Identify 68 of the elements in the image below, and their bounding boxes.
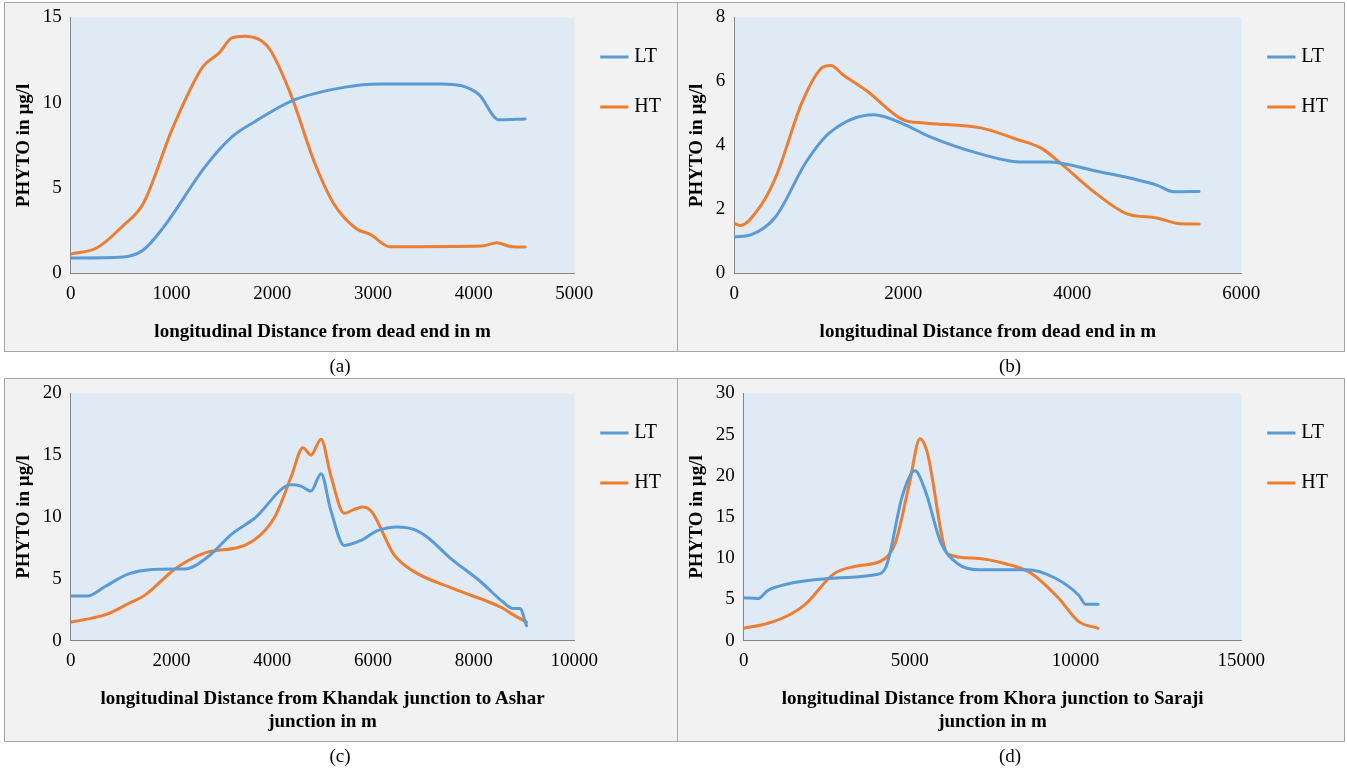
- legend-label: LT: [1301, 420, 1324, 443]
- line-series: [70, 34, 527, 256]
- y-tick-label: 5: [52, 176, 62, 198]
- x-tick-label: 5000: [555, 281, 594, 303]
- x-axis-title: longitudinal Distance from Khandak junction to Ashar junction in m: [100, 686, 546, 731]
- x-tick-label: 4000: [253, 648, 292, 670]
- x-tick-label: 4000: [1053, 281, 1092, 303]
- legend-label: LT: [1301, 44, 1324, 67]
- y-tick-label: 0: [715, 261, 726, 283]
- y-tick-label: 8: [715, 5, 726, 27]
- x-tick-label: 0: [739, 648, 749, 670]
- x-tick-label: 3000: [353, 281, 392, 303]
- y-tick-label: 10: [715, 546, 735, 568]
- legend-label: LT: [634, 44, 657, 67]
- legend-label: HT: [1301, 470, 1329, 493]
- y-tick-label: 5: [52, 566, 62, 588]
- y-tick-label: 15: [42, 5, 62, 27]
- y-tick-label: 2: [715, 197, 726, 219]
- x-tick-label: 10000: [550, 648, 599, 670]
- y-tick-label: 0: [52, 628, 62, 650]
- x-tick-label: 10000: [1051, 648, 1100, 670]
- y-tick-label: 4: [715, 133, 726, 155]
- y-tick-label: 30: [715, 381, 735, 403]
- x-tick-label: 15000: [1217, 648, 1266, 670]
- x-tick-label: 2000: [884, 281, 923, 303]
- legend-label: HT: [1301, 94, 1329, 117]
- y-tick-label: 6: [715, 69, 726, 91]
- y-tick-label: 0: [725, 628, 735, 650]
- y-tick-label: 5: [725, 587, 735, 609]
- x-tick-label: 5000: [890, 648, 929, 670]
- y-axis-title: PHYTO in µg/l: [12, 83, 34, 208]
- y-tick-label: 20: [42, 381, 62, 403]
- x-tick-label: 1000: [152, 281, 191, 303]
- y-tick-label: 15: [42, 443, 62, 465]
- text: (b): [997, 355, 1023, 377]
- x-tick-label: 2000: [152, 648, 191, 670]
- x-tick-label: 4000: [454, 281, 493, 303]
- x-tick-label: 8000: [454, 648, 493, 670]
- line-series: [743, 469, 1100, 606]
- line-series: [70, 82, 527, 260]
- text: (c): [328, 745, 352, 767]
- line-series: [734, 113, 1201, 239]
- x-tick-label: 2000: [253, 281, 292, 303]
- y-axis-title: PHYTO in µg/l: [12, 455, 34, 579]
- line-series: [734, 63, 1201, 227]
- line-series: [70, 437, 528, 624]
- legend-label: HT: [634, 94, 662, 117]
- y-tick-label: 0: [52, 261, 62, 283]
- y-tick-label: 15: [715, 504, 735, 526]
- x-axis-title: longitudinal Distance from dead end in m: [154, 319, 491, 341]
- x-tick-label: 0: [66, 281, 76, 303]
- line-series: [743, 437, 1100, 630]
- y-axis-title: PHYTO in µg/l: [685, 455, 707, 579]
- x-tick-label: 6000: [1222, 281, 1261, 303]
- text: (d): [997, 745, 1023, 767]
- x-axis-title: longitudinal Distance from Khora junction to Saraji junction in m: [781, 686, 1204, 731]
- y-tick-label: 10: [42, 90, 62, 112]
- x-tick-label: 0: [66, 648, 76, 670]
- x-tick-label: 6000: [353, 648, 392, 670]
- y-tick-label: 10: [42, 504, 62, 526]
- text: (a): [328, 355, 352, 377]
- x-axis-title: longitudinal Distance from dead end in m: [819, 319, 1157, 341]
- legend-label: HT: [634, 470, 662, 493]
- y-tick-label: 25: [715, 422, 735, 444]
- line-series: [70, 472, 528, 628]
- y-axis-title: PHYTO in µg/l: [685, 83, 707, 208]
- legend-label: LT: [634, 420, 657, 443]
- y-tick-label: 20: [715, 463, 735, 485]
